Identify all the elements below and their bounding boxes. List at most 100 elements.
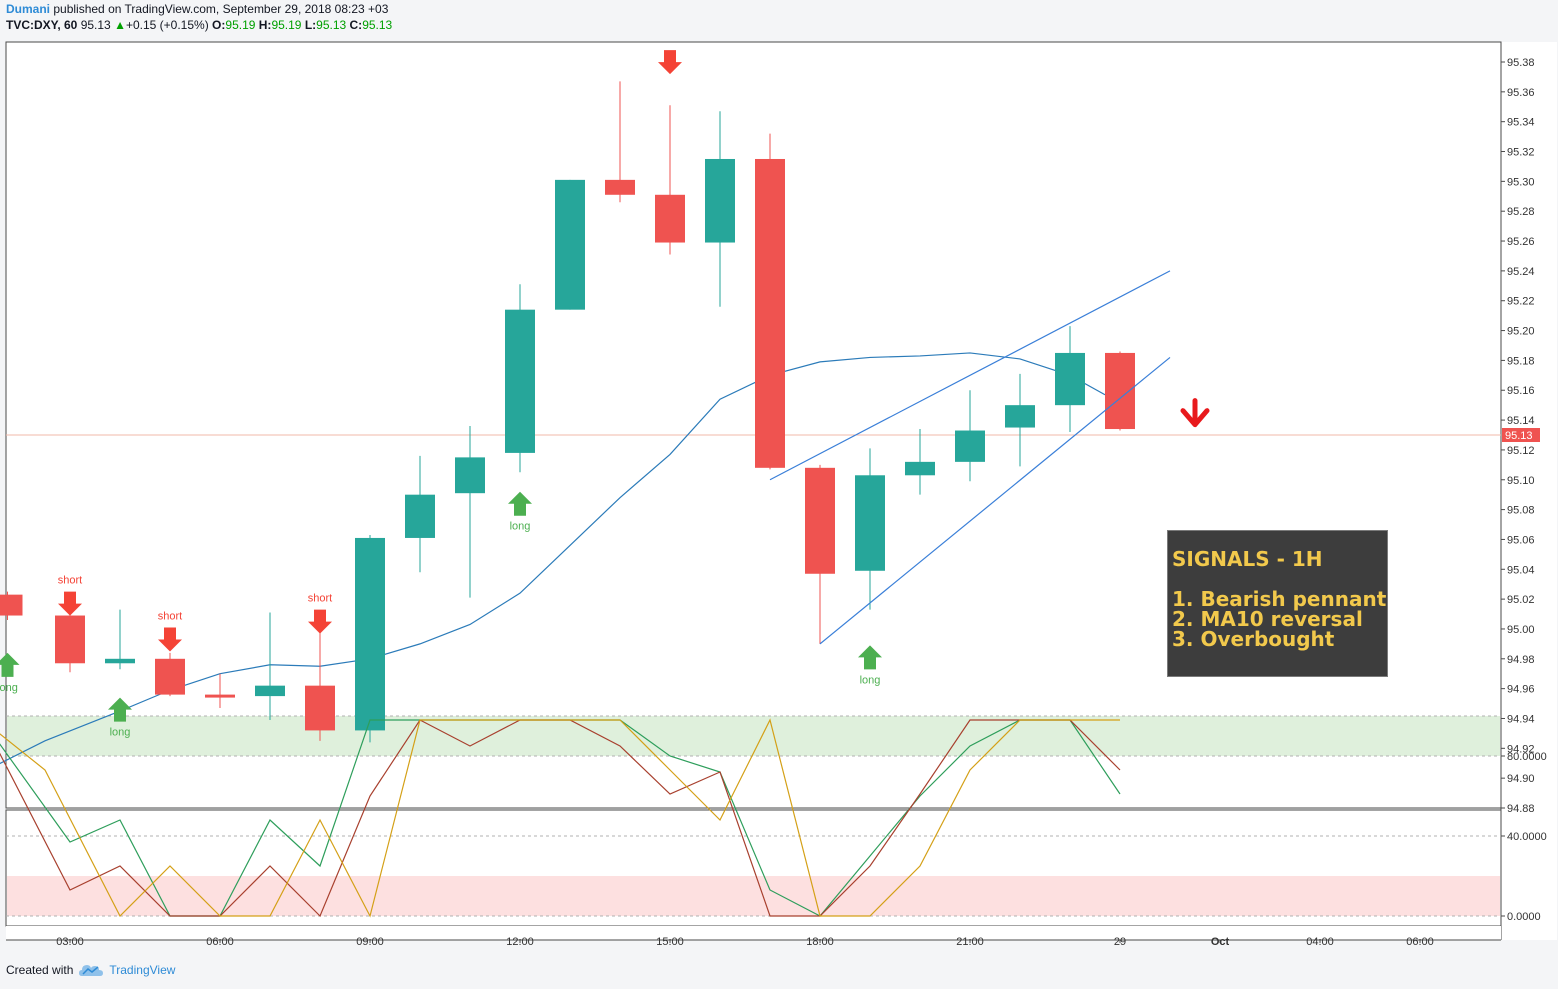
price-tick-label: 95.28 bbox=[1507, 206, 1535, 218]
stoch-tick-label: 80.0000 bbox=[1507, 751, 1547, 763]
tradingview-cloud-icon bbox=[79, 965, 104, 976]
price-tick-label: 95.20 bbox=[1507, 326, 1535, 338]
candle-down[interactable] bbox=[755, 158, 785, 468]
long-arrow-icon bbox=[0, 652, 20, 677]
tradingview-link[interactable]: TradingView bbox=[79, 963, 175, 977]
price-tick-label: 95.14 bbox=[1507, 415, 1535, 427]
long-label: long bbox=[110, 727, 131, 739]
signal-item: 2. MA10 reversal bbox=[1172, 607, 1363, 631]
main-pane[interactable] bbox=[5, 41, 1502, 809]
last-price-tag bbox=[1502, 428, 1540, 442]
short-label: short bbox=[308, 593, 332, 605]
ma10-line bbox=[0, 352, 1106, 765]
candle-down[interactable] bbox=[0, 594, 23, 616]
price-tick-label: 94.92 bbox=[1507, 743, 1535, 755]
stoch-line bbox=[0, 718, 1120, 918]
price-tick-label: 95.00 bbox=[1507, 624, 1535, 636]
price-tick-label: 95.08 bbox=[1507, 505, 1535, 517]
time-tick-label: 15:00 bbox=[656, 936, 684, 948]
candle-up[interactable] bbox=[705, 158, 735, 243]
price-tick-label: 94.94 bbox=[1507, 713, 1535, 725]
time-tick-label: 06:00 bbox=[206, 936, 234, 948]
candle-up[interactable] bbox=[905, 461, 935, 476]
candle-up[interactable] bbox=[855, 475, 885, 571]
short-label: short bbox=[158, 610, 182, 622]
candle-up[interactable] bbox=[255, 685, 285, 697]
short-arrow-icon bbox=[158, 627, 182, 652]
time-tick-label: 03:00 bbox=[56, 936, 84, 948]
candle-up[interactable] bbox=[1005, 405, 1035, 428]
candle-down[interactable] bbox=[55, 615, 85, 664]
time-tick-label: 18:00 bbox=[806, 936, 834, 948]
candle-up[interactable] bbox=[405, 494, 435, 538]
short-arrow-icon bbox=[308, 609, 332, 634]
stoch-tick-label: 0.0000 bbox=[1507, 911, 1541, 923]
price-tick-label: 95.04 bbox=[1507, 564, 1535, 576]
time-tick-label: Oct bbox=[1211, 936, 1230, 948]
stoch-tick-label: 40.0000 bbox=[1507, 831, 1547, 843]
long-arrow-icon bbox=[508, 491, 532, 516]
footer: Created with TradingView bbox=[6, 963, 175, 977]
price-tick-label: 95.16 bbox=[1507, 385, 1535, 397]
pennant-trendline[interactable] bbox=[769, 270, 1171, 481]
candle-down[interactable] bbox=[605, 179, 635, 195]
time-tick-label: 09:00 bbox=[356, 936, 384, 948]
price-tick-label: 95.10 bbox=[1507, 475, 1535, 487]
time-tick-label: 21:00 bbox=[956, 936, 984, 948]
ohlc-legend: TVC:DXY, 60 95.13 ▲+0.15 (+0.15%) O:95.1… bbox=[6, 18, 392, 33]
short-arrow-icon bbox=[658, 50, 682, 75]
price-tick-label: 95.34 bbox=[1507, 117, 1535, 129]
signals-box: SIGNALS - 1H 1. Bearish pennant 2. MA10 … bbox=[1167, 530, 1388, 677]
published-text: published on TradingView.com, September … bbox=[53, 2, 389, 16]
price-chart[interactable]: 95.38 95.36 95.34 95.32 95.30 95.28 95.26 95.24… bbox=[0, 40, 1558, 960]
price-axis[interactable] bbox=[1501, 42, 1557, 940]
open-label: O: bbox=[212, 18, 226, 32]
price-tick-label: 94.88 bbox=[1507, 803, 1535, 815]
price-tick-label: 95.22 bbox=[1507, 296, 1535, 308]
candle-up[interactable] bbox=[555, 179, 585, 310]
low-label: L: bbox=[304, 18, 317, 32]
candle-down[interactable] bbox=[1105, 352, 1135, 430]
long-label: long bbox=[510, 521, 531, 533]
short-arrow-icon bbox=[58, 591, 82, 616]
symbol-label[interactable]: TVC:DXY, 60 bbox=[6, 18, 78, 32]
low-value: 95.13 bbox=[316, 18, 347, 32]
candle-up[interactable] bbox=[455, 457, 485, 494]
stoch-band bbox=[7, 876, 1500, 916]
last-price-label: 95.13 bbox=[1505, 430, 1533, 442]
candle-down[interactable] bbox=[155, 658, 185, 695]
last-value: 95.13 bbox=[80, 18, 111, 32]
change-up-icon: ▲ bbox=[114, 18, 126, 32]
created-with-text: Created with bbox=[6, 963, 74, 977]
price-tick-label: 94.90 bbox=[1507, 773, 1535, 785]
signal-item: 1. Bearish pennant bbox=[1172, 587, 1387, 611]
long-arrow-icon bbox=[858, 645, 882, 670]
chart-header: Dumani published on TradingView.com, Sep… bbox=[6, 2, 392, 33]
stoch-band bbox=[7, 716, 1500, 756]
publish-line: Dumani published on TradingView.com, Sep… bbox=[6, 2, 392, 18]
price-tick-label: 95.24 bbox=[1507, 266, 1535, 278]
price-tick-label: 95.38 bbox=[1507, 57, 1535, 69]
long-label: long bbox=[0, 682, 18, 694]
candle-up[interactable] bbox=[355, 537, 385, 731]
candle-down[interactable] bbox=[655, 194, 685, 243]
open-value: 95.19 bbox=[225, 18, 256, 32]
pennant-trendline[interactable] bbox=[819, 356, 1171, 645]
candle-up[interactable] bbox=[105, 658, 135, 664]
time-tick-label: 04:00 bbox=[1306, 936, 1334, 948]
candle-up[interactable] bbox=[1055, 352, 1085, 406]
candle-down[interactable] bbox=[805, 467, 835, 574]
close-label: C: bbox=[349, 18, 363, 32]
bearish-arrow-icon bbox=[1180, 398, 1210, 428]
author-link[interactable]: Dumani bbox=[6, 2, 51, 16]
price-tick-label: 95.12 bbox=[1507, 445, 1535, 457]
change-value: +0.15 (+0.15%) bbox=[125, 18, 209, 32]
time-tick-label: 29 bbox=[1114, 936, 1126, 948]
price-tick-label: 95.26 bbox=[1507, 236, 1535, 248]
close-value: 95.13 bbox=[362, 18, 393, 32]
time-axis[interactable] bbox=[6, 926, 1501, 940]
candle-up[interactable] bbox=[955, 430, 985, 462]
candle-up[interactable] bbox=[505, 309, 535, 453]
candle-down[interactable] bbox=[305, 685, 335, 731]
candle-down[interactable] bbox=[205, 694, 235, 698]
